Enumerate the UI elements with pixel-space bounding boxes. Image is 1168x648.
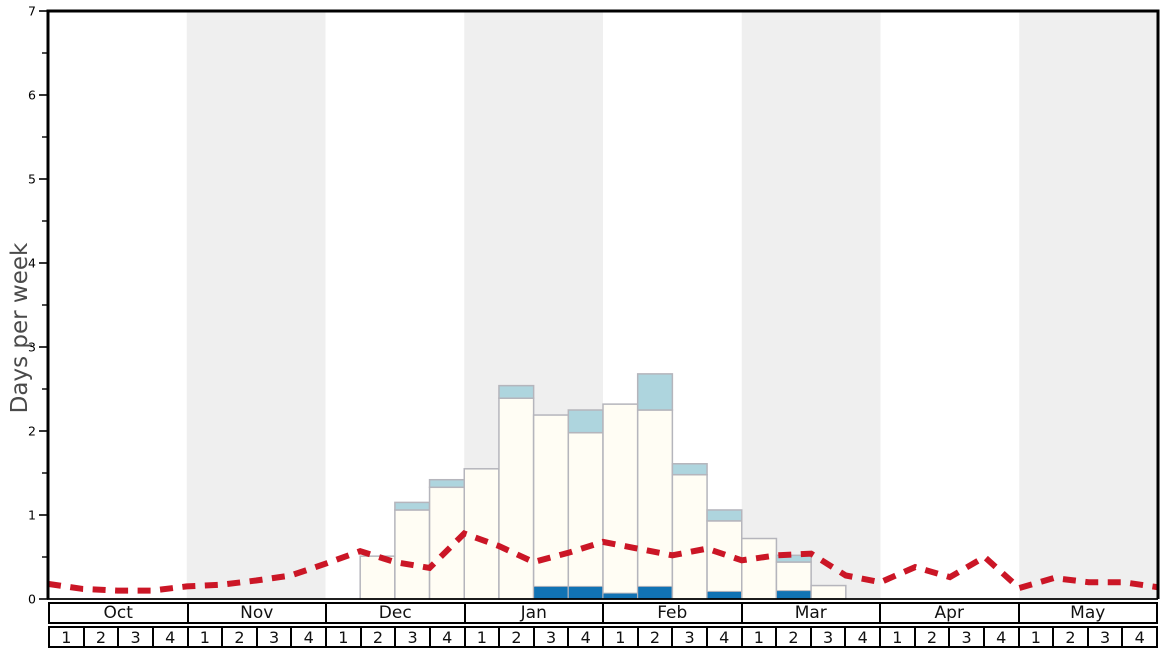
week-cell: 4 [1121, 626, 1158, 648]
y-tick-label: 7 [28, 4, 36, 19]
bar-segment-white [532, 414, 570, 600]
month-cell-apr: Apr [879, 602, 1020, 624]
month-cell-may: May [1017, 602, 1158, 624]
y-tick-label: 2 [28, 424, 36, 439]
week-cell: 3 [948, 626, 985, 648]
plot-border [46, 9, 1160, 599]
week-cell: 3 [671, 626, 708, 648]
bar-segment-dark-blue [775, 590, 812, 600]
week-cell: 1 [879, 626, 916, 648]
bar-segment-light-blue [394, 501, 431, 511]
y-tick-label: 0 [28, 592, 36, 605]
bar-segment-white [428, 486, 465, 600]
bar-segment-white [602, 403, 639, 600]
week-cell: 3 [532, 626, 570, 648]
week-cell: 2 [775, 626, 812, 648]
bar-segment-white [567, 431, 604, 600]
month-cell-mar: Mar [740, 602, 881, 624]
bar-segment-light-blue [706, 509, 743, 522]
month-cell-oct: Oct [48, 602, 189, 624]
month-shaded-band [741, 11, 881, 599]
week-cell: 1 [1017, 626, 1055, 648]
bar-segment-light-blue [775, 554, 812, 563]
bar-segment-dark-blue [637, 585, 673, 600]
bar-segment-light-blue [428, 478, 465, 489]
y-tick-label: 5 [28, 172, 36, 187]
week-cell: 2 [1052, 626, 1089, 648]
bar-segment-light-blue [636, 373, 674, 411]
week-cell: 2 [636, 626, 674, 648]
bar-segment-dark-blue [533, 585, 569, 600]
week-cell: 1 [186, 626, 224, 648]
week-cell: 4 [982, 626, 1020, 648]
bar-segment-white [671, 473, 708, 600]
y-tick-label: 6 [28, 88, 36, 103]
y-tick-label: 1 [28, 508, 36, 523]
week-cell: 3 [809, 626, 847, 648]
week-cell: 2 [359, 626, 397, 648]
month-cell-feb: Feb [602, 602, 743, 624]
month-cell-nov: Nov [186, 602, 327, 624]
bar-segment-light-blue [671, 463, 708, 476]
bar-segment-white [741, 537, 778, 600]
week-cell: 1 [740, 626, 778, 648]
week-cell: 2 [82, 626, 120, 648]
bar-segment-white [394, 509, 431, 600]
week-cell: 2 [498, 626, 535, 648]
bar-segment-white [463, 468, 500, 600]
week-cell: 4 [844, 626, 881, 648]
plot-area: 0 1 2 3 4 5 6 7 [28, 4, 1160, 605]
week-cell: 1 [463, 626, 501, 648]
week-cell: 4 [567, 626, 604, 648]
month-label-row: Oct Nov Dec Jan Feb Mar Apr May [48, 602, 1158, 624]
week-cell: 1 [48, 626, 85, 648]
month-cell-jan: Jan [463, 602, 604, 624]
week-cell: 2 [221, 626, 258, 648]
y-tick-label: 4 [28, 256, 36, 271]
y-tick-label: 3 [28, 340, 36, 355]
bar-segment-white [498, 397, 535, 600]
week-cell: 4 [705, 626, 743, 648]
bar-segment-dark-blue [706, 590, 743, 600]
month-shaded-band [1019, 11, 1158, 599]
month-shaded-band [186, 11, 326, 599]
week-cell: 1 [325, 626, 362, 648]
week-cell: 3 [117, 626, 154, 648]
week-cell: 3 [255, 626, 293, 648]
week-cell: 4 [151, 626, 189, 648]
week-cell: 2 [913, 626, 951, 648]
week-cell: 3 [1086, 626, 1124, 648]
bar-segment-dark-blue [567, 585, 604, 600]
week-cell: 4 [290, 626, 327, 648]
bar-segment-white [810, 584, 847, 600]
week-cell: 3 [394, 626, 431, 648]
red-dashed-line [47, 530, 1159, 594]
month-cell-dec: Dec [325, 602, 466, 624]
bar-segment-light-blue [567, 409, 604, 434]
week-cell: 4 [428, 626, 466, 648]
bar-segment-white [636, 409, 674, 600]
week-cell: 1 [602, 626, 639, 648]
bar-segment-light-blue [498, 384, 535, 399]
